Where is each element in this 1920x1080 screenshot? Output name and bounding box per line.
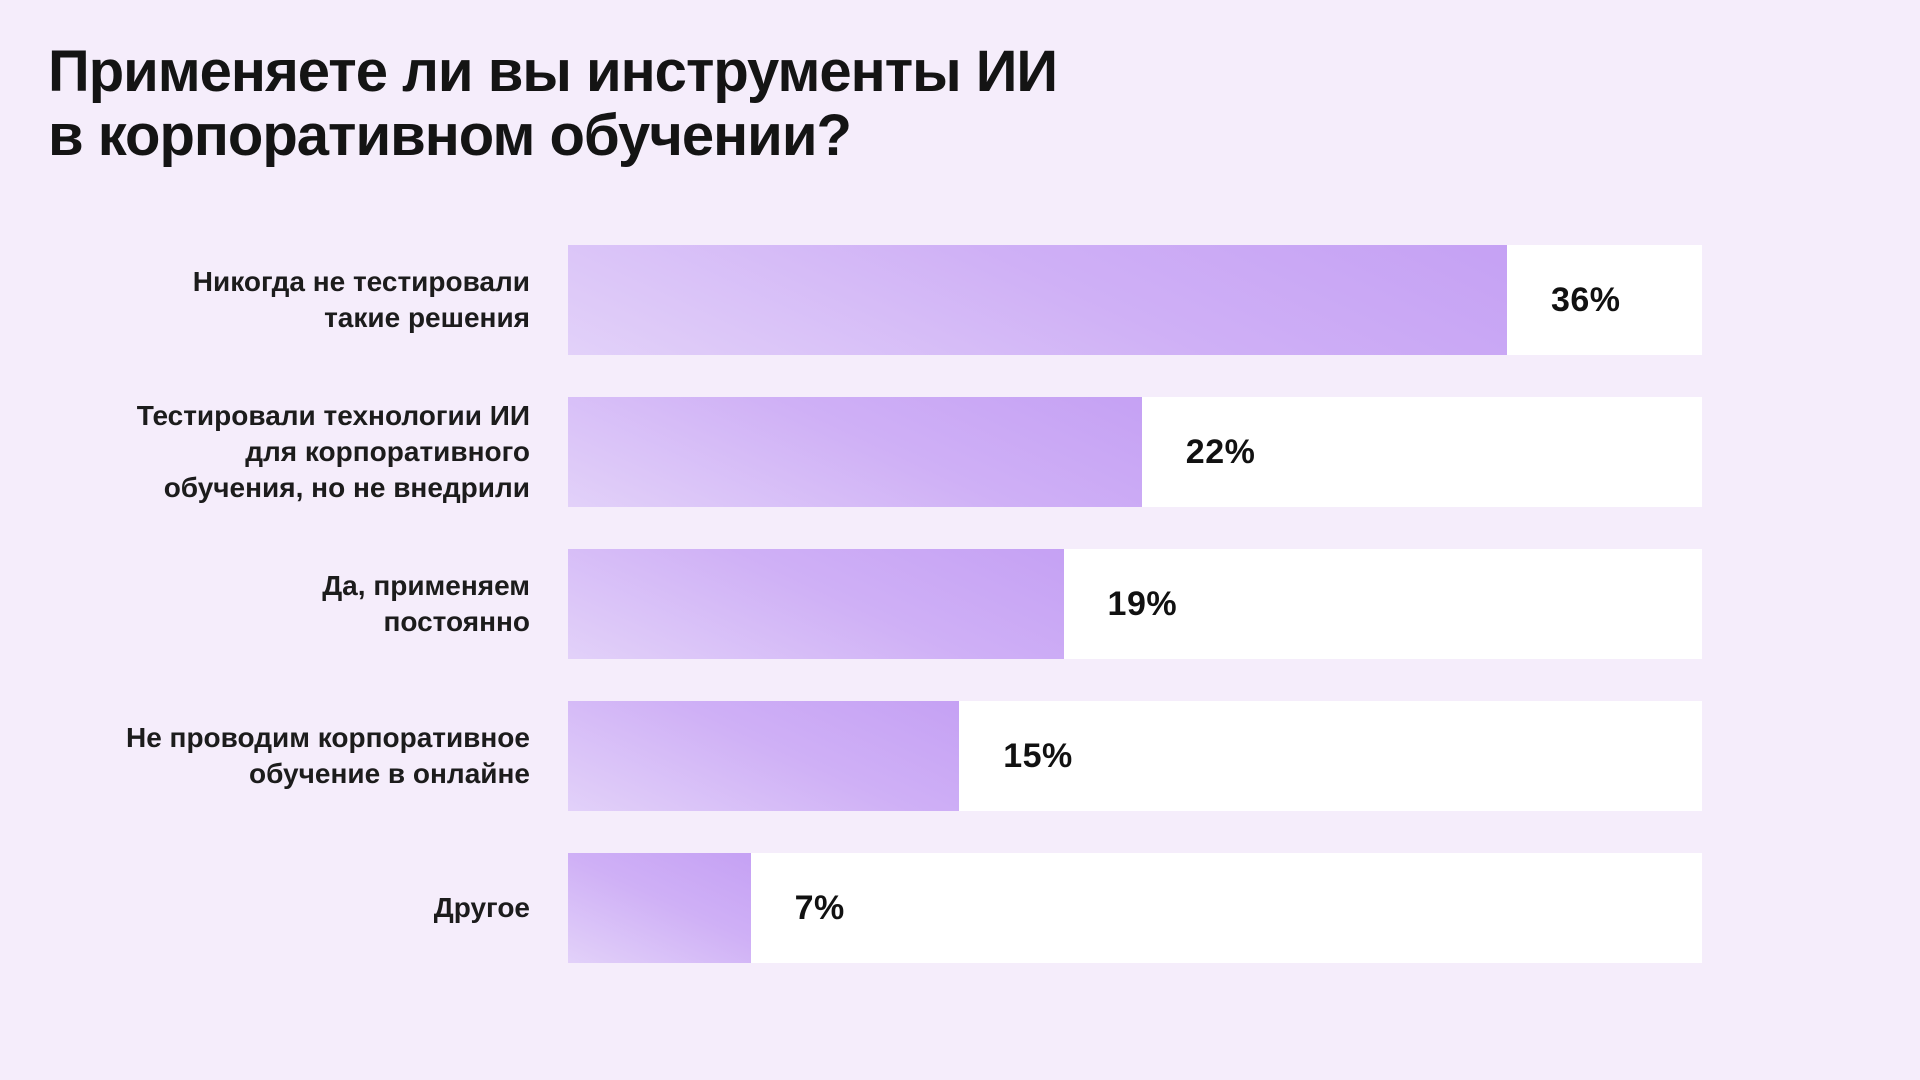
chart-row: Никогда не тестировали такие решения 36% [0, 245, 1920, 355]
bar-fill [568, 245, 1507, 355]
bar-track: 36% [568, 245, 1702, 355]
chart-row: Не проводим корпоративное обучение в онл… [0, 701, 1920, 811]
bar-value-label: 36% [1550, 280, 1621, 319]
category-label: Да, применяем постоянно [322, 570, 530, 637]
chart-row: Другое 7% [0, 853, 1920, 963]
bar-value-label: 7% [794, 888, 845, 927]
bar-fill [568, 549, 1064, 659]
category-label: Никогда не тестировали такие решения [192, 266, 530, 333]
bar-track: 19% [568, 549, 1702, 659]
bar-value-label: 19% [1107, 584, 1178, 623]
chart-row: Тестировали технологии ИИ для корпоратив… [0, 397, 1920, 507]
page-title: Применяете ли вы инструменты ИИ в корпор… [48, 39, 1058, 168]
bar-value-label: 15% [1003, 736, 1073, 775]
bar-track: 15% [568, 701, 1702, 811]
page-title-line-2: в корпоративном обучении? [48, 103, 852, 168]
bar-chart: Никогда не тестировали такие решения 36%… [0, 245, 1920, 1005]
chart-row: Да, применяем постоянно 19% [0, 549, 1920, 659]
bar-fill [568, 853, 751, 963]
bar-track: 22% [568, 397, 1702, 507]
bar-value-label: 22% [1185, 432, 1256, 471]
page-title-line-1: Применяете ли вы инструменты ИИ [48, 39, 1058, 104]
category-label: Тестировали технологии ИИ для корпоратив… [136, 400, 530, 503]
category-label: Другое [433, 892, 530, 923]
category-label: Не проводим корпоративное обучение в онл… [125, 722, 530, 789]
bar-track: 7% [568, 853, 1702, 963]
bar-fill [568, 701, 960, 811]
bar-fill [568, 397, 1142, 507]
